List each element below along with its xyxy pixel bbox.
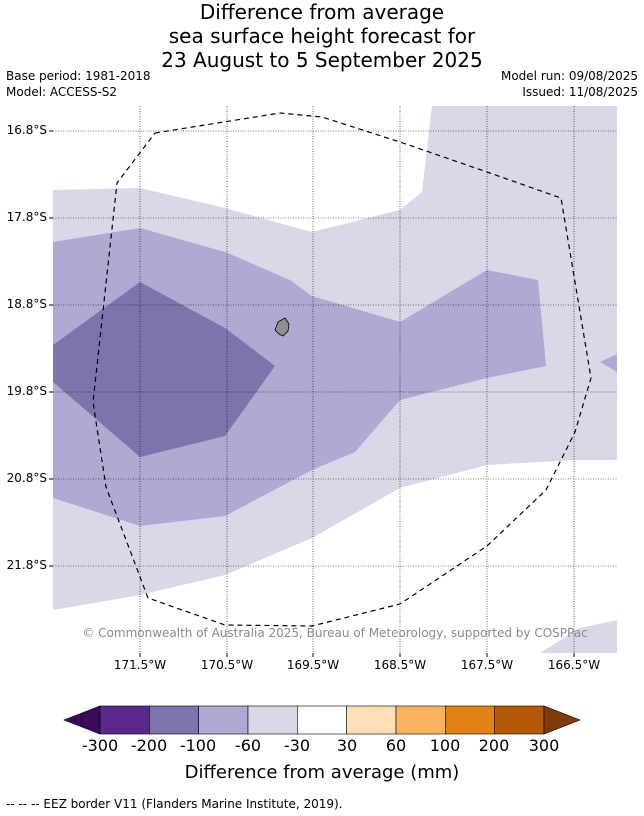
lat-label-2: 17.8°S bbox=[6, 210, 47, 224]
base-period: Base period: 1981-2018 bbox=[6, 69, 151, 83]
colorbar-tick-5: -30 bbox=[283, 736, 311, 755]
map-fill-layers bbox=[53, 106, 617, 653]
colorbar-tick-8: 100 bbox=[429, 736, 461, 755]
colorbar-extend-high bbox=[543, 705, 581, 735]
lat-ticks bbox=[49, 130, 53, 567]
colorbar-extend-low bbox=[63, 705, 101, 735]
colorbar-segment-5 bbox=[297, 705, 347, 735]
colorbar-segment-1 bbox=[99, 705, 150, 735]
lon-label-6: 166.5°W bbox=[547, 658, 601, 672]
lon-label-4: 168.5°W bbox=[373, 658, 427, 672]
colorbar-tick-9: 200 bbox=[478, 736, 510, 755]
band-minus-200-to-minus-100 bbox=[53, 282, 275, 457]
lat-label-3: 18.8°S bbox=[6, 297, 47, 311]
meta-right: Model run: 09/08/2025 Issued: 11/08/2025 bbox=[501, 68, 638, 100]
lon-ticks bbox=[139, 653, 575, 657]
model-name: Model: ACCESS-S2 bbox=[6, 85, 118, 99]
title-line-2: sea surface height forecast for bbox=[168, 24, 476, 48]
colorbar-segments bbox=[63, 705, 581, 735]
eez-legend-note: -- -- -- EEZ border V11 (Flanders Marine… bbox=[6, 797, 343, 811]
lat-label-5: 20.8°S bbox=[6, 471, 47, 485]
band-minus-60-to-minus-30-corner bbox=[540, 620, 617, 653]
title-line-3: 23 August to 5 September 2025 bbox=[161, 48, 483, 72]
lat-label-4: 19.8°S bbox=[6, 384, 47, 398]
lon-label-5: 167.5°W bbox=[460, 658, 514, 672]
lon-label-3: 169.5°W bbox=[286, 658, 340, 672]
colorbar-segment-9 bbox=[494, 705, 545, 735]
sea-height-map bbox=[49, 106, 617, 657]
colorbar-tick-10: 300 bbox=[528, 736, 560, 755]
lon-label-2: 170.5°W bbox=[200, 658, 254, 672]
title-line-1: Difference from average bbox=[199, 0, 445, 24]
colorbar-tick-4: -60 bbox=[234, 736, 262, 755]
lon-label-1: 171.5°W bbox=[113, 658, 167, 672]
colorbar-tick-1: -300 bbox=[81, 736, 119, 755]
colorbar-label: Difference from average (mm) bbox=[184, 762, 460, 783]
colorbar-segment-6 bbox=[346, 705, 397, 735]
colorbar-segment-3 bbox=[198, 705, 249, 735]
band-minus-100-to-minus-60-edge bbox=[600, 354, 617, 372]
colorbar-segment-4 bbox=[247, 705, 298, 735]
colorbar-tick-7: 60 bbox=[385, 736, 407, 755]
copyright-notice: © Commonwealth of Australia 2025, Bureau… bbox=[82, 626, 588, 640]
colorbar-segment-7 bbox=[395, 705, 446, 735]
colorbar-tick-3: -100 bbox=[179, 736, 217, 755]
map-title: Difference from average sea surface heig… bbox=[0, 0, 644, 72]
lat-label-1: 16.8°S bbox=[6, 123, 47, 137]
lat-label-6: 21.8°S bbox=[6, 558, 47, 572]
colorbar-segment-2 bbox=[149, 705, 199, 735]
issued-date: Issued: 11/08/2025 bbox=[522, 85, 638, 99]
island-outline bbox=[274, 317, 290, 337]
eez-border bbox=[92, 112, 592, 627]
graticule bbox=[53, 106, 617, 653]
model-run: Model run: 09/08/2025 bbox=[500, 69, 638, 83]
colorbar-tick-2: -200 bbox=[130, 736, 168, 755]
colorbar-tick-6: 30 bbox=[336, 736, 358, 755]
colorbar-segment-8 bbox=[445, 705, 495, 735]
meta-left: Base period: 1981-2018 Model: ACCESS-S2 bbox=[6, 68, 151, 100]
